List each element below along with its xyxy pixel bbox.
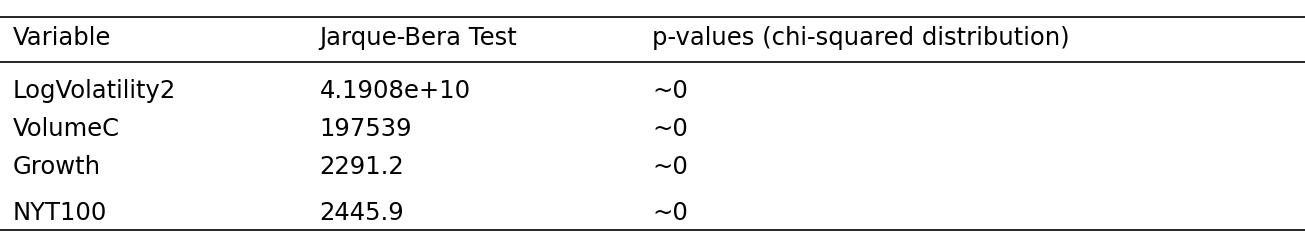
Text: Jarque-Bera Test: Jarque-Bera Test: [320, 26, 518, 50]
Text: ~0: ~0: [652, 201, 688, 225]
Text: p-values (chi-squared distribution): p-values (chi-squared distribution): [652, 26, 1070, 50]
Text: 2445.9: 2445.9: [320, 201, 405, 225]
Text: NYT100: NYT100: [13, 201, 107, 225]
Text: Growth: Growth: [13, 155, 100, 179]
Text: 4.1908e+10: 4.1908e+10: [320, 79, 471, 103]
Text: 2291.2: 2291.2: [320, 155, 405, 179]
Text: LogVolatility2: LogVolatility2: [13, 79, 176, 103]
Text: 197539: 197539: [320, 117, 412, 141]
Text: ~0: ~0: [652, 79, 688, 103]
Text: ~0: ~0: [652, 155, 688, 179]
Text: Variable: Variable: [13, 26, 111, 50]
Text: ~0: ~0: [652, 117, 688, 141]
Text: VolumeC: VolumeC: [13, 117, 120, 141]
